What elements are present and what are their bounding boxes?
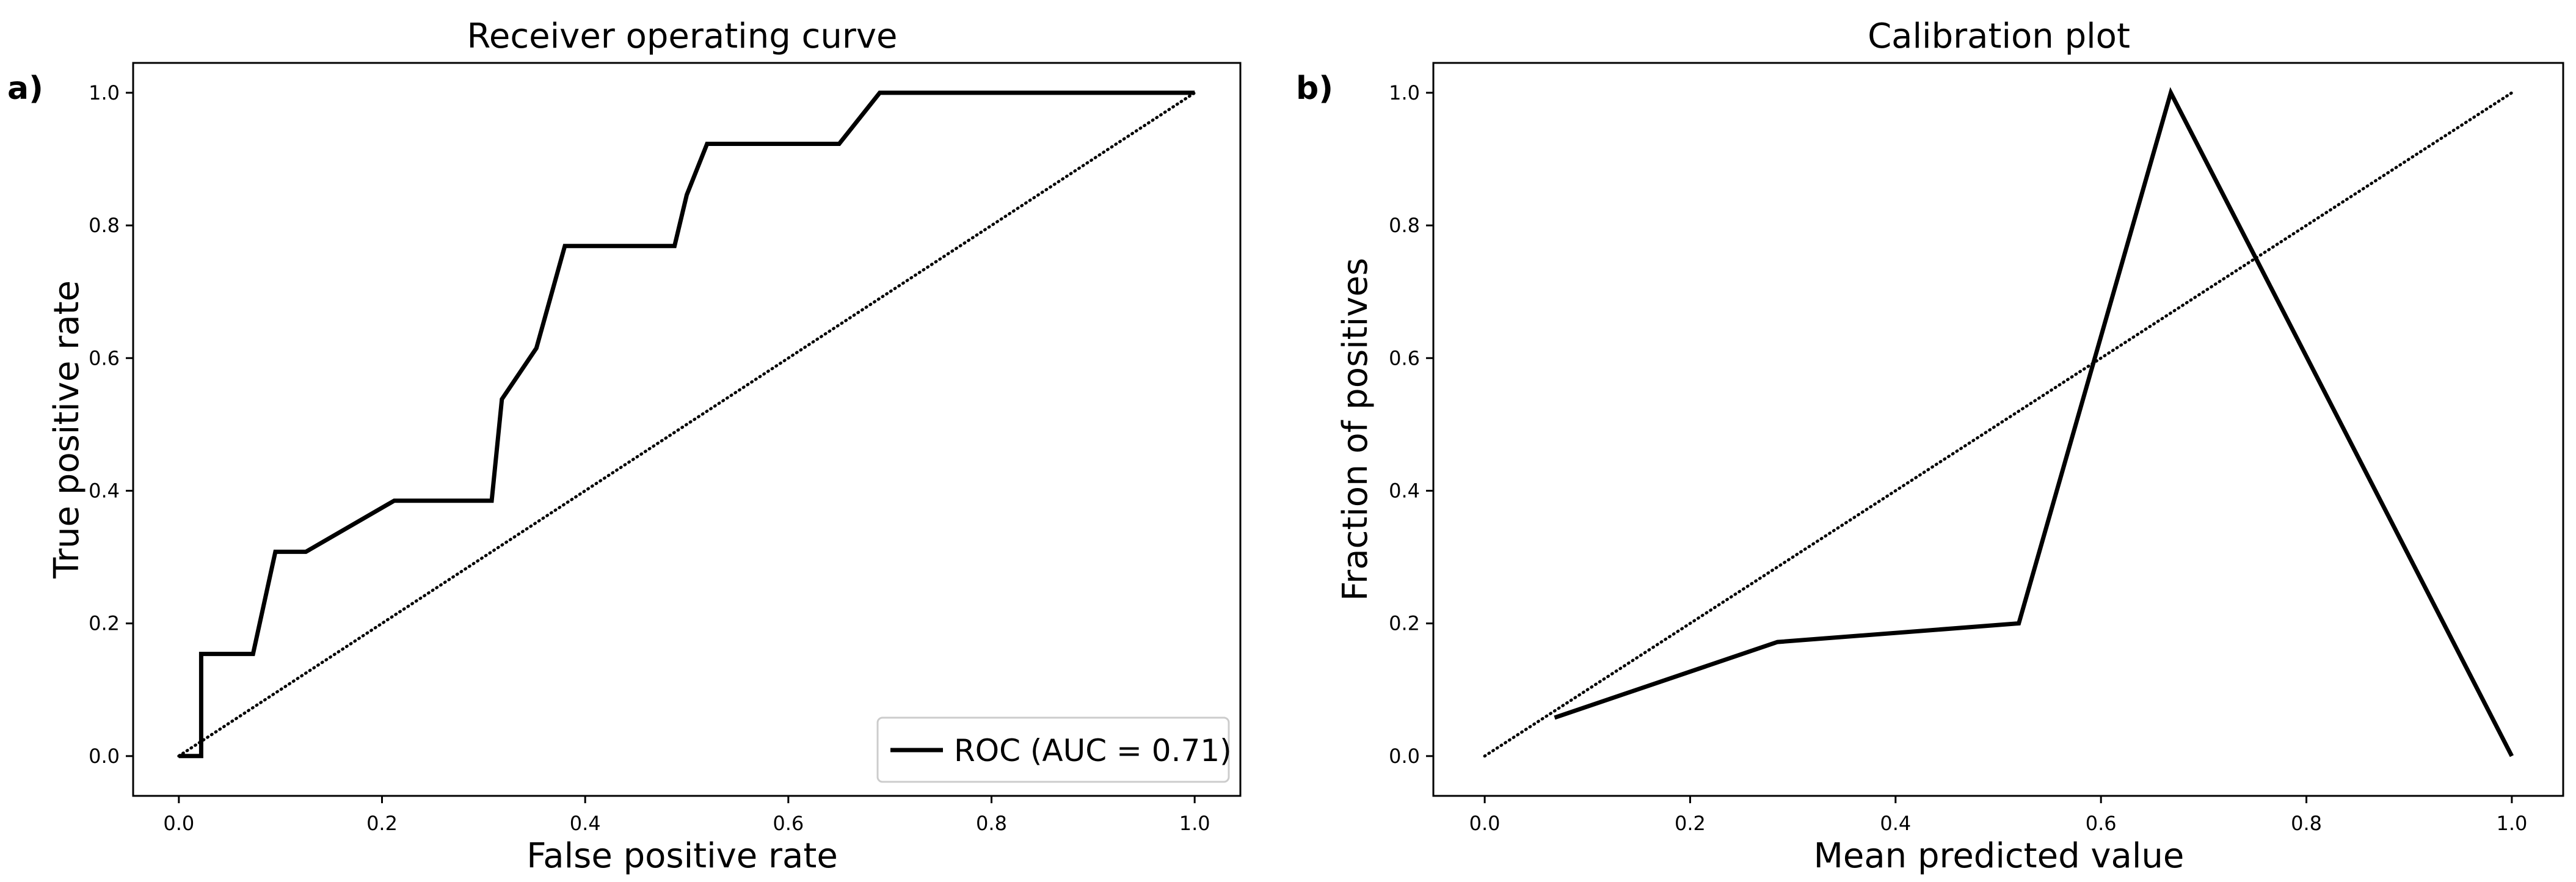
chart0-y-tick-label: 0.6 bbox=[89, 346, 120, 370]
chart1-y-tick-label: 0.6 bbox=[1389, 346, 1420, 370]
chart1-x-tick-label: 1.0 bbox=[2496, 812, 2527, 835]
chart0-series-line-0 bbox=[178, 90, 1195, 759]
chart0-x-tick-label: 0.4 bbox=[570, 812, 601, 835]
chart0-y-tick-label: 0.0 bbox=[89, 745, 120, 768]
chart0-y-tick-label: 0.4 bbox=[89, 479, 120, 502]
chart1-x-tick-label: 0.2 bbox=[1675, 812, 1706, 835]
calibration-x-axis-label: Mean predicted value bbox=[1814, 836, 2185, 876]
chart1-x-tick-label: 0.8 bbox=[2291, 812, 2322, 835]
chart0-y-tick-label: 0.8 bbox=[89, 214, 120, 237]
roc-plot-frame bbox=[132, 62, 1242, 797]
calibration-title: Calibration plot bbox=[1868, 16, 2130, 56]
chart0-y-tick-label: 1.0 bbox=[89, 81, 120, 104]
chart0-x-tick-label: 1.0 bbox=[1179, 812, 1210, 835]
chart1-y-tick-label: 0.0 bbox=[1389, 745, 1420, 768]
chart1-y-tick-label: 1.0 bbox=[1389, 81, 1420, 104]
calibration-y-axis-label: Fraction of positives bbox=[1336, 258, 1375, 601]
chart1-y-tick-label: 0.4 bbox=[1389, 479, 1420, 502]
chart0-x-tick-label: 0.0 bbox=[163, 812, 194, 835]
chart0-y-tick-label: 0.2 bbox=[89, 612, 120, 635]
roc-legend: ROC (AUC = 0.71) bbox=[876, 716, 1232, 783]
chart1-y-tick-label: 0.2 bbox=[1389, 612, 1420, 635]
panel-label-b: b) bbox=[1296, 70, 1333, 107]
calibration-panel: b) Calibration plot Mean predicted value… bbox=[1296, 16, 2564, 876]
chart1-reference-diagonal bbox=[1483, 91, 2514, 758]
chart0-x-tick-label: 0.8 bbox=[976, 812, 1007, 835]
chart0-x-tick-label: 0.2 bbox=[366, 812, 398, 835]
calibration-plot-area: 0.0 0.2 0.4 0.6 0.8 1.0 0.0 0.2 0.4 0.6 0.8 1.0 bbox=[1389, 81, 2527, 835]
legend-entry-roc: ROC (AUC = 0.71) bbox=[954, 733, 1232, 768]
chart1-x-tick-label: 0.4 bbox=[1880, 812, 1911, 835]
chart1-y-tick-label: 0.8 bbox=[1389, 214, 1420, 237]
roc-x-axis-label: False positive rate bbox=[526, 836, 838, 876]
chart0-x-tick-label: 0.6 bbox=[773, 812, 804, 835]
panel-label-a: a) bbox=[7, 70, 43, 107]
roc-title: Receiver operating curve bbox=[467, 16, 898, 56]
calibration-plot-frame bbox=[1432, 62, 2564, 797]
chart0-reference-diagonal bbox=[177, 91, 1196, 758]
chart1-x-tick-label: 0.0 bbox=[1469, 812, 1501, 835]
roc-plot-area: 0.0 0.2 0.4 0.6 0.8 1.0 0.0 0.2 0.4 0.6 0.8 1.0 bbox=[89, 81, 1210, 835]
roc-panel: a) Receiver operating curve False positi… bbox=[7, 16, 1242, 876]
legend-box bbox=[876, 716, 1230, 783]
chart1-series-line-0 bbox=[1554, 87, 2514, 757]
chart1-x-tick-label: 0.6 bbox=[2086, 812, 2117, 835]
roc-y-axis-label: True positive rate bbox=[47, 280, 87, 579]
